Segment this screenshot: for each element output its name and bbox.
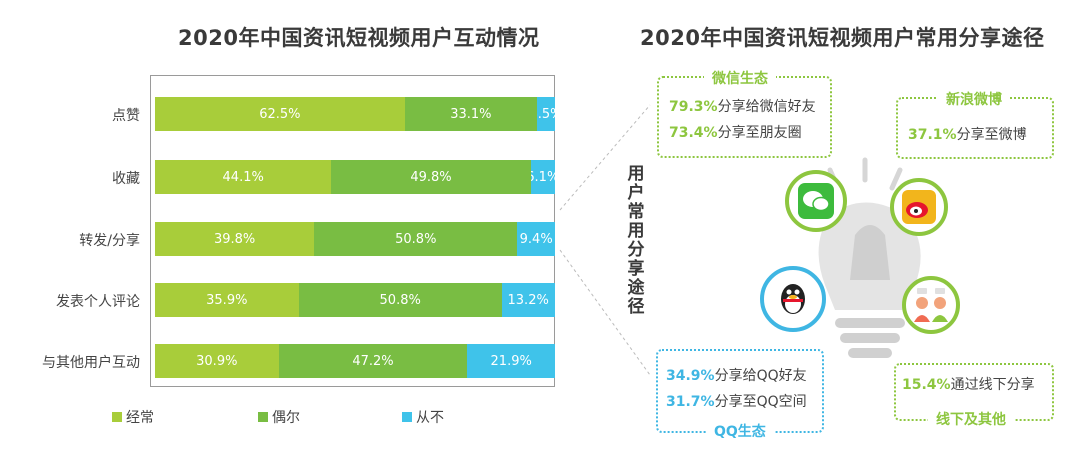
bulb-base-3: [848, 348, 892, 358]
bar-value-label: 50.8%: [379, 292, 421, 308]
bar-segment: 39.8%: [155, 222, 315, 256]
divider-line-top: [559, 104, 651, 211]
bar-segment: 35.9%: [155, 283, 299, 317]
bar-value-label: 9.4%: [519, 231, 553, 247]
bar-value-label: 30.9%: [196, 353, 238, 369]
bar-segment: 50.8%: [314, 222, 518, 256]
legend-item: 偶尔: [258, 407, 300, 427]
bar-value-label: 13.2%: [507, 292, 549, 308]
finger-shape: [850, 225, 890, 280]
offline-line-1-pct: 15.4%: [902, 377, 951, 393]
bar-row: 44.1% 49.8% 6.1%: [155, 160, 555, 194]
weibo-line-1-text: 分享至微博: [956, 127, 1027, 143]
bar-row: 62.5% 33.1% 4.5%: [155, 97, 555, 131]
bar-segment: 50.8%: [298, 283, 502, 317]
qq-icon: [760, 266, 826, 332]
weibo-logo-icon: [902, 190, 936, 224]
offline-line-1: 15.4%通过线下分享: [902, 374, 1035, 394]
qq-line-2-text: 分享至QQ空间: [714, 394, 807, 410]
bar-value-label: 6.1%: [531, 169, 555, 185]
wechat-logo-icon: [798, 183, 834, 219]
category-label: 与其他用户互动: [42, 355, 140, 371]
bar-segment: 21.9%: [467, 344, 555, 378]
category-label: 点赞: [112, 108, 140, 124]
bar-value-label: 39.8%: [213, 231, 256, 247]
category-label: 收藏: [112, 171, 140, 187]
bar-row: 39.8% 50.8% 9.4%: [155, 222, 555, 256]
right-chart-title: 2020年中国资讯短视频用户常用分享途径: [640, 26, 1045, 50]
wechat-line-2-text: 分享至朋友圈: [717, 125, 802, 141]
wechat-box: 微信生态 79.3%分享给微信好友 73.4%分享至朋友圈: [657, 68, 832, 158]
weibo-line-1-pct: 37.1%: [908, 127, 957, 143]
bar-value-label: 49.8%: [410, 169, 452, 185]
category-label: 转发/分享: [79, 233, 140, 249]
legend-label: 偶尔: [272, 410, 300, 426]
bar-segment: 4.5%: [537, 97, 555, 131]
bar-segment: 44.1%: [155, 160, 332, 194]
bar-value-label: 50.8%: [395, 231, 437, 247]
wechat-line-2-pct: 73.4%: [669, 125, 718, 141]
bar-segment: 13.2%: [501, 283, 555, 317]
share-route-side-label: 用户常用分享途径: [627, 164, 645, 317]
offline-people-icon: [902, 276, 960, 334]
qq-line-1-text: 分享给QQ好友: [714, 368, 807, 384]
wechat-line-1-pct: 79.3%: [669, 99, 718, 115]
legend-item: 经常: [112, 407, 154, 427]
offline-line-1-text: 通过线下分享: [950, 377, 1035, 393]
bar-segment: 62.5%: [155, 97, 405, 131]
bar-value-label: 21.9%: [490, 353, 532, 369]
bar-segment: 9.4%: [517, 222, 555, 256]
bar-row: 35.9% 50.8% 13.2%: [155, 283, 555, 317]
bar-segment: 33.1%: [404, 97, 538, 131]
bar-segment: 49.8%: [331, 160, 531, 194]
weibo-line-1: 37.1%分享至微博: [908, 124, 1027, 144]
two-people-icon: [914, 288, 948, 322]
qq-line-1-pct: 34.9%: [666, 368, 715, 384]
bar-value-label: 33.1%: [450, 106, 492, 122]
wechat-line-1: 79.3%分享给微信好友: [669, 96, 816, 116]
wechat-box-title: 微信生态: [704, 68, 776, 88]
bar-segment: 30.9%: [155, 344, 279, 378]
weibo-icon: [890, 178, 948, 236]
qq-line-2: 31.7%分享至QQ空间: [666, 391, 807, 411]
bulb-base-2: [840, 333, 900, 343]
bar-value-label: 4.5%: [537, 106, 555, 122]
bar-value-label: 44.1%: [222, 169, 264, 185]
category-label: 发表个人评论: [56, 294, 140, 310]
bar-row: 30.9% 47.2% 21.9%: [155, 344, 555, 378]
legend-item: 从不: [402, 407, 444, 427]
left-chart-title: 2020年中国资讯短视频用户互动情况: [178, 26, 540, 50]
legend-label: 从不: [416, 410, 444, 426]
legend-swatch: [402, 412, 412, 422]
qq-line-2-pct: 31.7%: [666, 394, 715, 410]
bar-segment: 47.2%: [278, 344, 468, 378]
qq-box-title: QQ生态: [706, 421, 774, 441]
legend-swatch: [112, 412, 122, 422]
bar-value-label: 35.9%: [206, 292, 248, 308]
wechat-line-1-text: 分享给微信好友: [717, 99, 816, 115]
bulb-base-1: [835, 318, 905, 328]
legend-label: 经常: [126, 410, 154, 426]
bar-segment: 6.1%: [530, 160, 555, 194]
qq-line-1: 34.9%分享给QQ好友: [666, 365, 807, 385]
weibo-box: 新浪微博 37.1%分享至微博: [896, 89, 1054, 159]
divider-line-bottom: [559, 249, 651, 376]
bar-value-label: 47.2%: [352, 353, 394, 369]
bar-value-label: 62.5%: [259, 106, 301, 122]
wechat-line-2: 73.4%分享至朋友圈: [669, 122, 802, 142]
qq-box: 34.9%分享给QQ好友 31.7%分享至QQ空间 QQ生态: [656, 349, 824, 441]
offline-box: 15.4%通过线下分享 线下及其他: [894, 363, 1054, 429]
offline-box-title: 线下及其他: [928, 409, 1014, 429]
legend-swatch: [258, 412, 268, 422]
wechat-icon: [785, 170, 847, 232]
weibo-box-title: 新浪微博: [938, 89, 1010, 109]
qq-penguin-icon: [781, 284, 805, 314]
